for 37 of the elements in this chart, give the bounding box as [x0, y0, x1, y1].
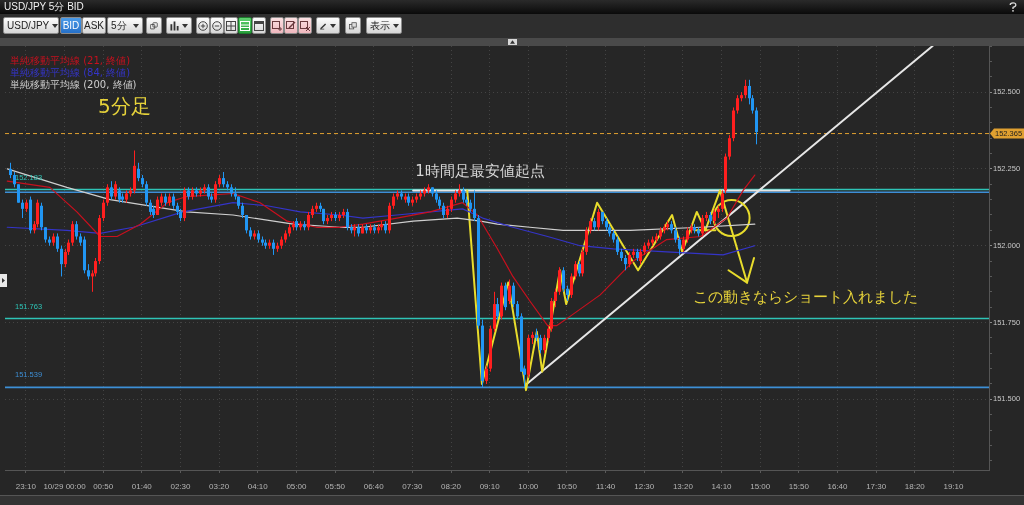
currency-select: USD/JPY [3, 17, 59, 34]
x-tick-label: 15:50 [788, 482, 810, 491]
x-tick-label: 15:00 [750, 482, 771, 491]
annotation: この動きならショート入れました [692, 287, 918, 306]
x-tick-label: 17:30 [866, 482, 887, 491]
chart-title: USD/JPY 5分 BID [4, 1, 84, 13]
interval-select: 5分 [107, 17, 143, 34]
text: 単純移動平均線 (21, 終値) [10, 54, 131, 66]
x-tick-label: 08:20 [440, 482, 462, 491]
x-tick-label: 01:40 [131, 482, 153, 491]
x-tick-label: 05:50 [325, 482, 346, 491]
x-tick-label: 13:20 [672, 482, 694, 491]
x-tick-label: 19:10 [943, 482, 964, 491]
x-tick-label: 14:10 [711, 482, 733, 491]
x-tick-label: 05:00 [286, 482, 307, 491]
x-tick-label: 10/29 00:00 [43, 482, 87, 491]
display-button: 表示 [366, 17, 402, 34]
x-tick-label: 04:10 [247, 482, 269, 491]
bid-button: BID [60, 17, 82, 34]
x-tick-label: 02:30 [170, 482, 192, 491]
x-tick-label: 23:10 [15, 482, 37, 491]
text: 単純移動平均線 (84, 終値) [10, 66, 131, 78]
ask-button: ASK [82, 17, 106, 34]
x-tick-label: 10:00 [518, 482, 539, 491]
x-tick-label: 12:30 [634, 482, 655, 491]
x-tick-label: 07:30 [402, 482, 423, 491]
x-tick-label: 03:20 [209, 482, 230, 491]
x-tick-label: 10:50 [556, 482, 578, 491]
x-tick-label: 09:10 [479, 482, 501, 491]
x-tick-label: 06:40 [363, 482, 385, 491]
x-tick-label: 16:40 [827, 482, 849, 491]
text: 単純移動平均線 (200, 終値) [10, 78, 137, 90]
x-tick-label: 18:20 [904, 482, 926, 491]
annotation: 1時間足最安値起点 [415, 161, 545, 180]
text: 5分足 [98, 94, 151, 119]
x-tick-label: 11:40 [595, 482, 616, 491]
x-tick-label: 00:50 [93, 482, 114, 491]
